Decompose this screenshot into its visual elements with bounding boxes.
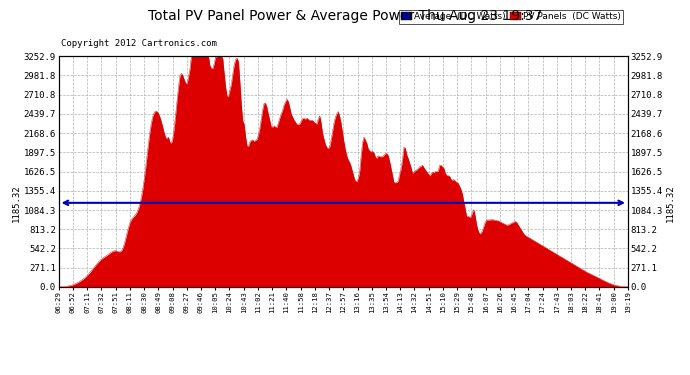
Text: 1185.32: 1185.32	[12, 184, 21, 222]
Legend: Average  (DC Watts), PV Panels  (DC Watts): Average (DC Watts), PV Panels (DC Watts)	[399, 10, 623, 24]
Text: Total PV Panel Power & Average Power Thu Aug 23 19:37: Total PV Panel Power & Average Power Thu…	[148, 9, 542, 23]
Text: Copyright 2012 Cartronics.com: Copyright 2012 Cartronics.com	[61, 39, 217, 48]
Text: 1185.32: 1185.32	[666, 184, 675, 222]
